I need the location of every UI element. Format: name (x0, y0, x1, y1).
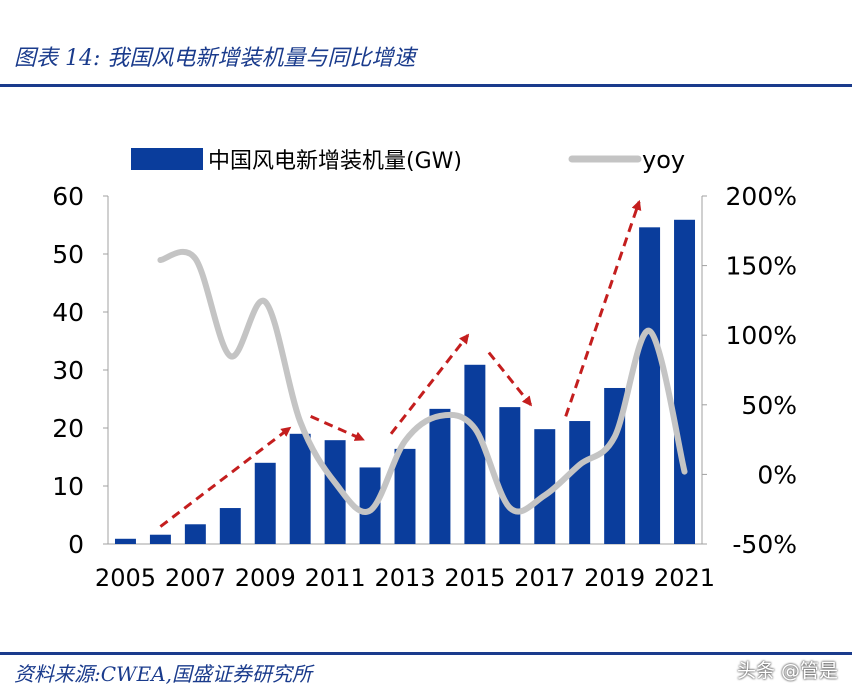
bar-2015 (464, 364, 486, 544)
bar-2017 (534, 429, 556, 544)
right-tick-label: 50% (741, 391, 797, 420)
x-tick-label: 2007 (165, 564, 226, 592)
bar-2008 (219, 508, 241, 544)
legend-bar-swatch (131, 148, 203, 170)
trend-arrow-3 (389, 333, 470, 435)
right-tick-label: 200% (726, 182, 797, 211)
bar-2006 (149, 534, 171, 544)
trend-arrow-2 (310, 415, 365, 441)
x-tick-label: 2015 (444, 564, 505, 592)
x-tick-label: 2005 (95, 564, 156, 592)
bar-2016 (499, 407, 521, 544)
bar-2012 (359, 467, 381, 544)
right-tick-label: 150% (726, 252, 797, 281)
bar-2020 (639, 227, 661, 544)
legend-line-label: yoy (642, 146, 685, 174)
left-tick-label: 50 (52, 240, 84, 269)
left-tick-label: 60 (52, 182, 84, 211)
bar-2010 (289, 433, 311, 544)
left-tick-label: 10 (52, 472, 84, 501)
x-tick-label: 2011 (305, 564, 366, 592)
trend-arrow-5 (564, 199, 642, 417)
figure-source: 资料来源:CWEA,国盛证券研究所 (14, 662, 312, 686)
x-tick-label: 2009 (235, 564, 296, 592)
footer-divider (0, 652, 852, 655)
left-tick-label: 20 (52, 414, 84, 443)
left-tick-label: 0 (68, 530, 84, 559)
bar-2014 (429, 408, 451, 544)
left-tick-label: 30 (52, 356, 84, 385)
x-tick-label: 2013 (374, 564, 435, 592)
watermark: 头条 @管是 (736, 660, 838, 682)
figure-title: 图表 14: 我国风电新增装机量与同比增速 (14, 46, 416, 71)
trend-arrow-1 (159, 426, 292, 528)
right-tick-label: 0% (757, 460, 797, 489)
legend-bar-label: 中国风电新增装机量(GW) (208, 149, 462, 174)
right-tick-label: 100% (726, 321, 797, 350)
x-tick-label: 2017 (514, 564, 575, 592)
right-tick-label: -50% (732, 530, 797, 559)
bar-2021 (674, 219, 696, 544)
title-divider (0, 84, 852, 87)
x-tick-label: 2019 (584, 564, 645, 592)
legend: 中国风电新增装机量(GW) yoy (131, 146, 685, 174)
bar-2005 (114, 538, 136, 544)
bar-2018 (569, 421, 591, 544)
bar-2009 (254, 462, 276, 544)
left-tick-label: 40 (52, 298, 84, 327)
bar-2013 (394, 448, 416, 544)
bar-2007 (184, 524, 206, 544)
x-tick-label: 2021 (654, 564, 715, 592)
plot-area: 0 10 20 30 40 50 60 -50% 0% 50% 100% 150% 200% 2005 20… (52, 182, 797, 592)
bar-2011 (324, 440, 346, 544)
trend-arrow-4 (487, 351, 533, 407)
